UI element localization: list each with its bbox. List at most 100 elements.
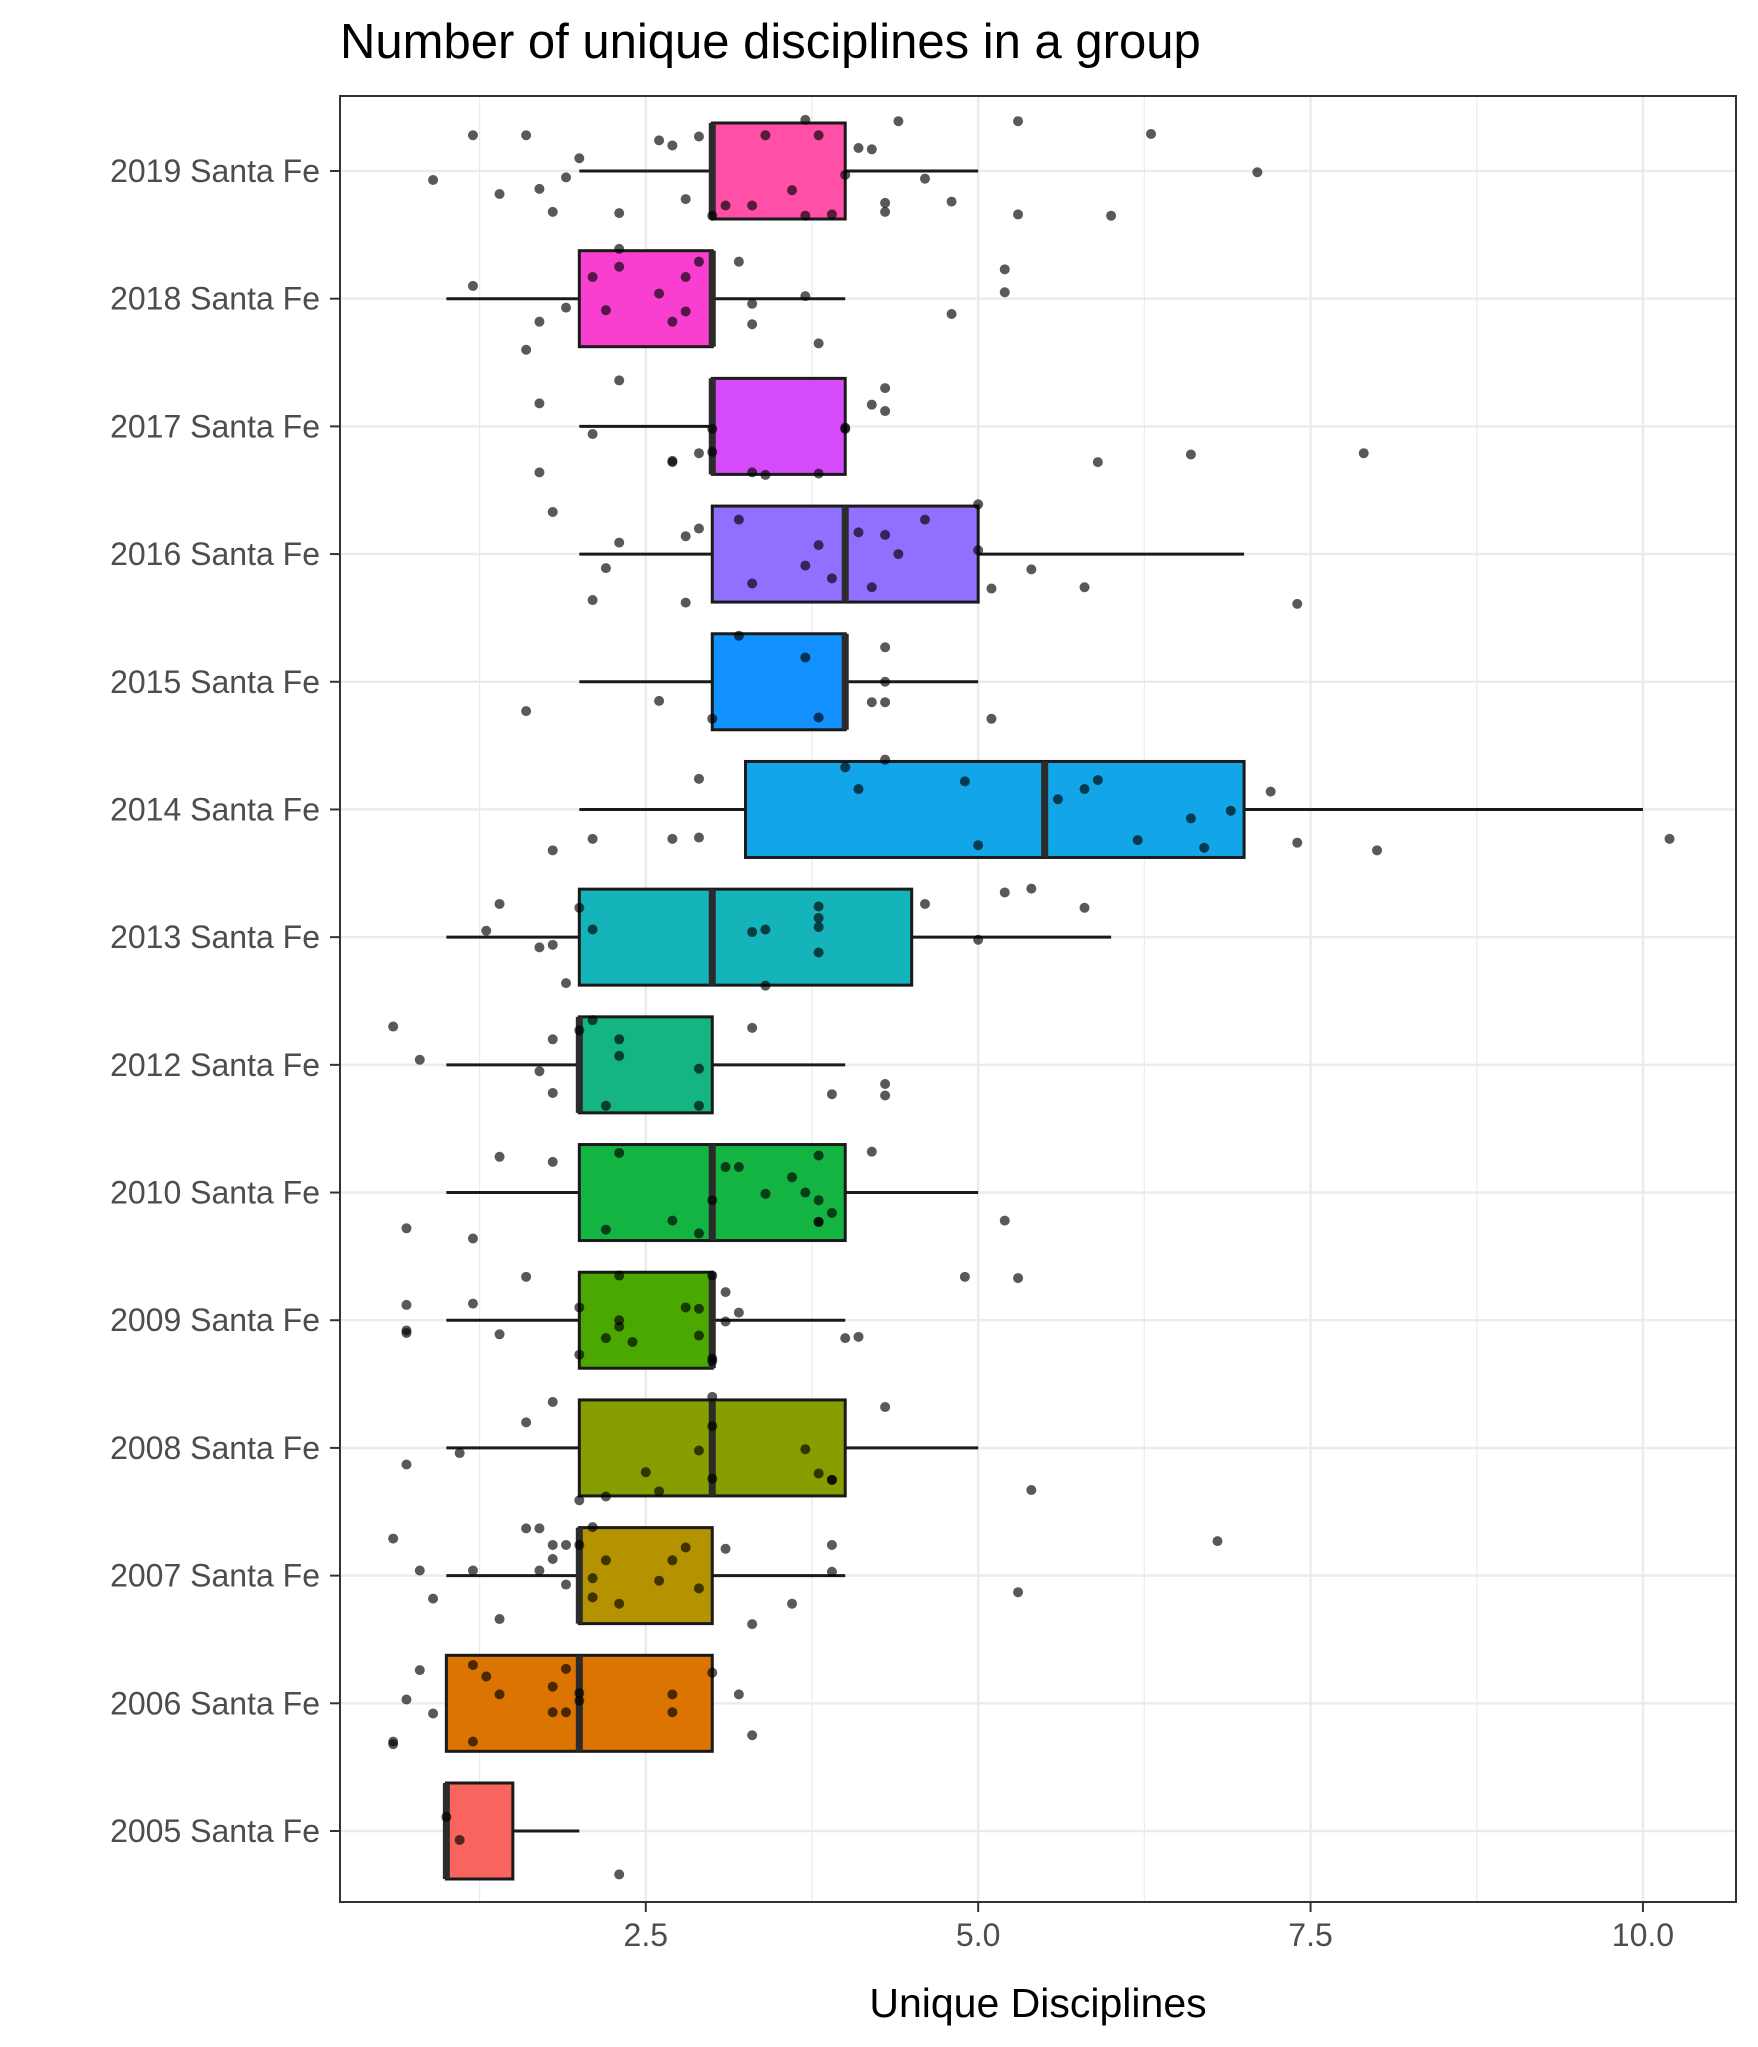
data-point [547, 1034, 558, 1045]
data-point [547, 206, 558, 217]
data-point [853, 527, 864, 538]
data-point [800, 1444, 811, 1455]
data-point [547, 1707, 558, 1718]
data-point [680, 194, 691, 205]
data-point [813, 901, 824, 912]
data-point [600, 1555, 611, 1566]
data-point [587, 1015, 598, 1026]
data-point [1146, 128, 1157, 139]
data-point [481, 925, 492, 936]
chart-title: Number of unique disciplines in a group [340, 15, 1201, 69]
data-point [840, 1333, 851, 1344]
data-point [547, 1539, 558, 1550]
data-point [534, 1066, 545, 1077]
data-point [973, 934, 984, 945]
data-point [866, 697, 877, 708]
data-point [853, 784, 864, 795]
data-point [494, 1689, 505, 1700]
data-point [414, 1665, 425, 1676]
data-point [467, 1565, 478, 1576]
data-point [693, 256, 704, 267]
box-group [441, 1781, 625, 1881]
data-point [813, 1150, 824, 1161]
box-iqr [710, 632, 847, 732]
data-point [401, 1328, 412, 1338]
data-point [707, 1270, 718, 1281]
data-point [813, 130, 824, 141]
data-point [547, 506, 558, 517]
data-point [614, 208, 625, 219]
data-point [574, 153, 585, 164]
data-point [787, 185, 798, 196]
box-group [521, 630, 997, 732]
box-group [547, 754, 1675, 859]
data-point [720, 200, 731, 211]
data-point [614, 537, 625, 548]
data-point [414, 1565, 425, 1576]
data-point [1026, 564, 1037, 575]
data-point [388, 1021, 399, 1032]
data-point [707, 210, 718, 221]
data-point [441, 1811, 452, 1822]
data-point [667, 455, 678, 466]
plot-panel-border [339, 95, 1737, 1903]
data-point [813, 913, 824, 923]
x-tick-label: 7.5 [1288, 1917, 1332, 1953]
box-group [388, 1653, 758, 1753]
x-tick-label: 10.0 [1612, 1917, 1674, 1953]
data-point [428, 1593, 439, 1604]
data-point [826, 573, 837, 584]
data-point [587, 595, 598, 606]
data-point [667, 140, 678, 151]
data-point [813, 338, 824, 349]
data-point [614, 1050, 625, 1061]
data-point [959, 1271, 970, 1282]
data-point [481, 1671, 492, 1682]
data-point [600, 305, 611, 316]
data-point [521, 344, 532, 355]
data-point [561, 1539, 572, 1550]
data-point [667, 1215, 678, 1226]
data-point [813, 712, 824, 723]
data-point [680, 531, 691, 542]
data-point [574, 1302, 585, 1313]
data-point [707, 1473, 718, 1484]
data-point [561, 1579, 572, 1590]
data-point [534, 1523, 545, 1534]
box-group [534, 375, 1369, 480]
box-iqr [577, 1270, 714, 1370]
data-point [614, 1869, 625, 1880]
data-point [1079, 784, 1090, 795]
data-point [640, 1467, 651, 1478]
data-point [946, 196, 957, 207]
data-point [547, 939, 558, 950]
data-point [667, 316, 678, 327]
data-point [747, 467, 758, 478]
data-point [654, 695, 665, 706]
data-point [667, 1707, 678, 1718]
data-point [521, 130, 532, 141]
box-group [401, 1391, 1037, 1506]
data-point [521, 1271, 532, 1282]
data-point [880, 754, 891, 765]
data-point [1092, 457, 1103, 468]
box-group [388, 1015, 891, 1115]
category-label: 2010 Santa Fe [110, 1175, 320, 1211]
data-point [800, 210, 811, 221]
data-point [1372, 845, 1383, 856]
data-point [880, 642, 891, 653]
data-point [826, 1474, 837, 1485]
category-label: 2008 Santa Fe [110, 1430, 320, 1466]
data-point [534, 1565, 545, 1576]
data-point [574, 1539, 585, 1550]
data-point [720, 1287, 731, 1298]
data-point [747, 298, 758, 309]
data-point [707, 1353, 718, 1364]
data-point [1013, 116, 1024, 127]
data-point [866, 399, 877, 410]
data-point [521, 706, 532, 717]
data-point [494, 1329, 505, 1340]
data-point [747, 1730, 758, 1741]
data-point [587, 1522, 598, 1533]
data-point [561, 302, 572, 313]
